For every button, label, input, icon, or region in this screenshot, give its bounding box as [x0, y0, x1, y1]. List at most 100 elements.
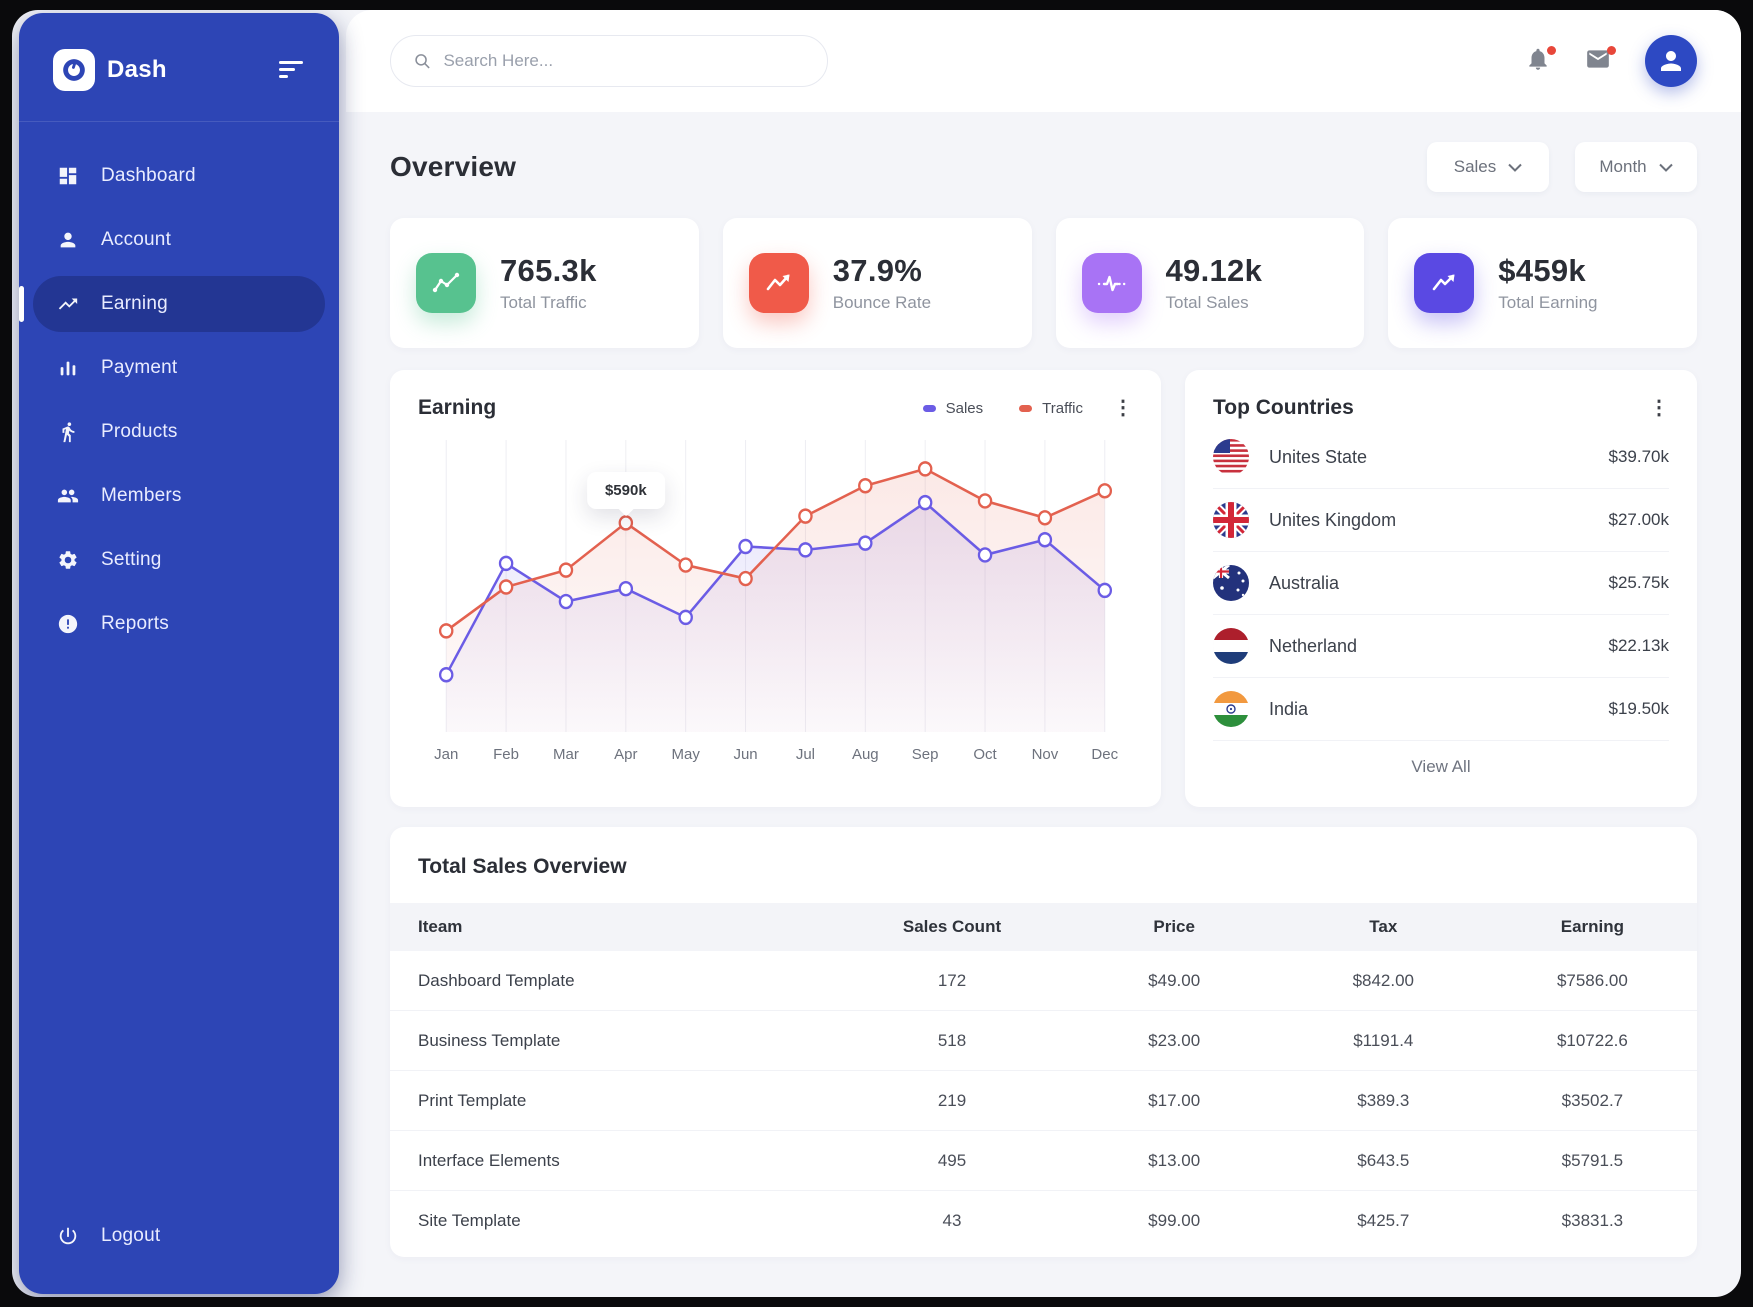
x-tick-sep: Sep: [911, 746, 939, 763]
reports-icon: [58, 614, 78, 634]
pulse-icon: [1081, 253, 1142, 313]
table-cell: $99.00: [1148, 1211, 1201, 1230]
x-tick-mar: Mar: [553, 746, 579, 763]
country-name: Netherland: [1269, 635, 1358, 656]
sidebar-toggle-icon[interactable]: [279, 60, 305, 80]
products-icon: [62, 422, 75, 443]
table-cell: $842.00: [1352, 970, 1415, 990]
chart-title: Earning: [418, 396, 497, 419]
sidebar-item-members[interactable]: Members: [33, 468, 325, 524]
top-countries-title: Top Countries: [1213, 396, 1354, 419]
sales-filter-dropdown[interactable]: Sales: [1427, 142, 1549, 192]
legend-dot: [1019, 404, 1033, 412]
content: Overview Sales Month 765.3k: [346, 112, 1741, 1297]
sidebar-header: Dash: [19, 13, 339, 122]
sidebar-item-setting[interactable]: Setting: [33, 532, 325, 588]
table-cell: 43: [942, 1211, 962, 1230]
brand: Dash: [53, 49, 167, 91]
table-cell: Site Template: [418, 1211, 521, 1230]
view-all-link[interactable]: View All: [1411, 757, 1471, 776]
stat-card-total-earning: $459k Total Earning: [1388, 218, 1697, 348]
x-tick-oct: Oct: [973, 746, 997, 763]
chart-canvas: [438, 440, 1113, 732]
notifications-button[interactable]: [1525, 46, 1556, 76]
user-avatar[interactable]: [1645, 35, 1697, 87]
legend-label: Traffic: [1042, 399, 1083, 417]
account-icon: [60, 232, 76, 248]
zigzag-icon: [748, 253, 809, 313]
country-name: Unites State: [1269, 446, 1368, 467]
countries-menu-button[interactable]: ⋮: [1649, 397, 1669, 419]
country-value: $27.00k: [1608, 510, 1670, 529]
search-box: [390, 35, 828, 87]
earning-chart-card: Earning Sales Traffic ⋮ $590k Jan Feb Mar A…: [390, 370, 1161, 807]
messages-button[interactable]: [1585, 46, 1616, 76]
stat-value: 37.9%: [832, 253, 923, 288]
members-icon: [57, 489, 79, 503]
table-cell: Business Template: [418, 1030, 561, 1050]
earning-icon: [58, 298, 78, 310]
person-icon: [1661, 51, 1681, 71]
sidebar-item-account[interactable]: Account: [33, 212, 325, 268]
sidebar-item-label: Products: [101, 421, 178, 442]
sidebar-item-reports[interactable]: Reports: [33, 596, 325, 652]
chart-legend: Sales Traffic: [922, 399, 1083, 417]
sidebar-item-logout[interactable]: Logout: [33, 1208, 325, 1264]
legend-label: Sales: [945, 399, 984, 417]
month-filter-dropdown[interactable]: Month: [1575, 142, 1697, 192]
table-row[interactable]: Print Template 219 $17.00 $389.3 $3502.7: [390, 1071, 1697, 1131]
legend-item-sales[interactable]: Sales: [922, 399, 984, 417]
sidebar-menu: Dashboard Account Earning Payment Produc…: [19, 122, 339, 1208]
country-row-us[interactable]: Unites State $39.70k: [1213, 426, 1669, 489]
table-cell: Print Template: [418, 1090, 527, 1110]
table-cell: $425.7: [1357, 1211, 1410, 1230]
table-cell: Dashboard Template: [418, 970, 575, 990]
table-row[interactable]: Site Template 43 $99.00 $425.7 $3831.3: [390, 1191, 1697, 1251]
country-row-uk[interactable]: Unites Kingdom $27.00k: [1213, 489, 1669, 552]
table-cell: $3502.7: [1561, 1090, 1624, 1110]
stat-value: 765.3k: [500, 253, 597, 288]
stat-card-bounce-rate: 37.9% Bounce Rate: [722, 218, 1032, 348]
sidebar-item-label: Dashboard: [101, 165, 196, 186]
legend-dot: [922, 404, 936, 412]
table-cell: $5791.5: [1561, 1150, 1624, 1170]
table-body: Dashboard Template 172 $49.00 $842.00 $7586.…: [390, 951, 1697, 1251]
stat-value: 49.12k: [1165, 253, 1263, 288]
stat-label: Total Sales: [1165, 293, 1249, 312]
table-cell: $7586.00: [1556, 970, 1628, 990]
sidebar-item-label: Setting: [101, 549, 162, 570]
table-row[interactable]: Interface Elements 495 $13.00 $643.5 $5791.5: [390, 1131, 1697, 1191]
table-row[interactable]: Business Template 518 $23.00 $1191.4 $10722.…: [390, 1011, 1697, 1071]
country-row-in[interactable]: India $19.50k: [1213, 678, 1669, 741]
column-header: Iteam: [418, 917, 463, 936]
sidebar-item-products[interactable]: Products: [33, 404, 325, 460]
stat-value: $459k: [1498, 253, 1586, 288]
dashboard-icon: [59, 167, 77, 185]
sidebar-item-dashboard[interactable]: Dashboard: [33, 148, 325, 204]
flag-us-icon: [1213, 439, 1249, 475]
sidebar-item-payment[interactable]: Payment: [33, 340, 325, 396]
flag-nl-icon: [1213, 628, 1249, 664]
sidebar-item-earning[interactable]: Earning: [19, 276, 325, 332]
search-icon: [415, 54, 430, 69]
table-row[interactable]: Dashboard Template 172 $49.00 $842.00 $7586.…: [390, 951, 1697, 1011]
chart-menu-button[interactable]: ⋮: [1113, 397, 1133, 419]
search-input[interactable]: [443, 51, 805, 71]
country-row-au[interactable]: Australia $25.75k: [1213, 552, 1669, 615]
column-header: Sales Count: [902, 917, 1002, 936]
x-tick-dec: Dec: [1091, 746, 1119, 763]
stat-label: Total Earning: [1498, 293, 1598, 312]
sales-table-title: Total Sales Overview: [418, 855, 627, 878]
table-cell: $23.00: [1148, 1030, 1201, 1050]
country-value: $39.70k: [1608, 447, 1670, 466]
table-cell: $389.3: [1357, 1090, 1410, 1110]
chevron-down-icon: [1508, 163, 1522, 172]
stat-cards: 765.3k Total Traffic 37.9% Bounce Rate 4…: [390, 218, 1697, 348]
country-row-nl[interactable]: Netherland $22.13k: [1213, 615, 1669, 678]
top-countries-card: Top Countries ⋮ Unites State $39.70k Uni…: [1185, 370, 1697, 807]
table-cell: $3831.3: [1561, 1211, 1624, 1230]
column-header: Earning: [1560, 917, 1625, 936]
sales-table-card: Total Sales Overview Iteam Sales Count Pri…: [390, 827, 1697, 1257]
legend-item-traffic[interactable]: Traffic: [1019, 400, 1083, 417]
trend-icon: [1414, 253, 1475, 313]
